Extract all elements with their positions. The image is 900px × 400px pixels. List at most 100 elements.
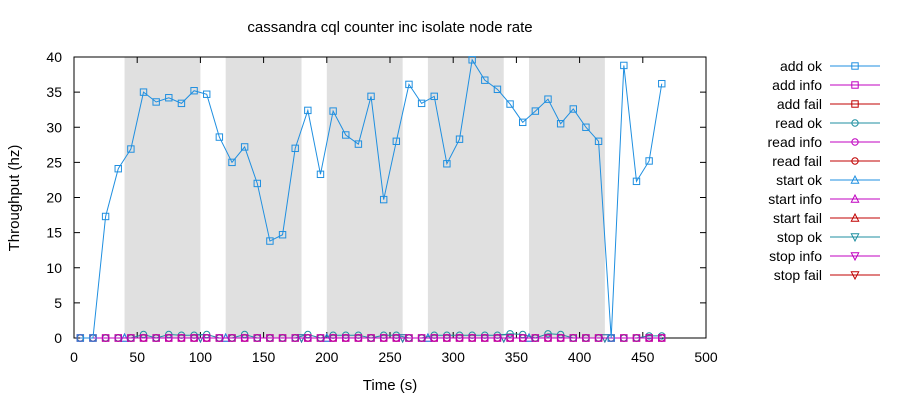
y-tick-label: 30 — [46, 119, 62, 135]
data-point-add-ok — [594, 137, 603, 146]
data-point-add-ok — [607, 334, 615, 342]
legend-label-add-info: add info — [772, 77, 822, 93]
y-tick-label: 10 — [46, 260, 62, 276]
legend-label-read-info: read info — [768, 134, 823, 150]
data-point-add-ok — [493, 85, 502, 94]
data-point-add-info — [291, 334, 299, 342]
legend-marker-stop-ok — [850, 233, 860, 243]
data-point-add-info — [101, 334, 110, 342]
legend-label-start-fail: start fail — [773, 210, 822, 226]
data-point-add-ok — [544, 95, 552, 103]
legend-label-read-ok: read ok — [775, 115, 823, 131]
data-point-add-info — [367, 334, 375, 342]
axis-ticks: 0 50 100 150 200 250 300 350 400 450 500 0 5 10 15 20 25… — [46, 49, 717, 365]
data-point-add-info — [582, 334, 590, 342]
data-point-add-ok — [342, 131, 350, 139]
y-tick-label: 5 — [54, 295, 62, 311]
data-point-add-info — [392, 334, 401, 342]
series-group — [76, 56, 666, 344]
data-point-add-ok — [455, 135, 464, 143]
data-point-add-info — [304, 334, 312, 342]
data-point-add-ok — [76, 334, 85, 342]
data-point-add-info — [278, 334, 287, 342]
legend-label-stop-fail: stop fail — [774, 267, 822, 283]
series-add-ok — [76, 56, 666, 342]
data-point-add-ok — [215, 133, 224, 141]
y-tick-label: 25 — [46, 154, 62, 170]
data-point-add-ok — [152, 98, 160, 106]
data-point-add-info — [569, 334, 577, 342]
data-point-add-info — [468, 334, 476, 342]
data-point-add-info — [632, 334, 641, 342]
data-point-add-ok — [430, 92, 438, 101]
series-add-info — [76, 334, 666, 342]
data-point-add-ok — [367, 92, 375, 101]
shaded-interval — [124, 57, 201, 338]
data-point-add-ok — [114, 164, 122, 173]
legend-marker-add-fail — [851, 100, 859, 108]
data-point-add-info — [620, 334, 628, 342]
shaded-interval — [225, 57, 302, 338]
y-tick-label: 40 — [46, 49, 62, 65]
data-point-add-ok — [253, 179, 261, 188]
legend-marker-start-fail — [850, 212, 860, 222]
legend-marker-add-ok — [851, 62, 859, 70]
data-point-read-ok — [506, 330, 514, 338]
x-tick-label: 50 — [129, 349, 145, 365]
data-point-add-info — [203, 334, 211, 342]
data-point-add-ok — [278, 231, 287, 239]
data-point-add-info — [165, 334, 173, 342]
data-point-add-ok — [417, 99, 426, 108]
data-point-add-ok — [177, 99, 186, 108]
data-point-add-ok — [392, 137, 401, 146]
legend-label-read-fail: read fail — [772, 153, 822, 169]
series-line-add-ok — [80, 58, 663, 339]
data-point-add-info — [266, 334, 274, 342]
legend-marker-read-ok — [851, 119, 859, 127]
data-point-add-info — [645, 334, 653, 342]
legend-label-add-ok: add ok — [780, 58, 823, 74]
data-point-add-ok — [316, 170, 325, 179]
data-point-add-info — [177, 334, 186, 342]
shaded-interval — [529, 57, 605, 338]
legend-marker-stop-info — [850, 252, 860, 262]
legend-label-start-ok: start ok — [776, 172, 823, 188]
y-tick-label: 0 — [54, 330, 62, 346]
data-point-add-info — [658, 334, 666, 342]
legend-label-stop-info: stop info — [769, 248, 822, 264]
data-point-add-ok — [519, 118, 527, 127]
data-point-add-info — [519, 334, 527, 342]
x-axis-label: Time (s) — [363, 377, 417, 394]
data-point-add-ok — [658, 79, 666, 88]
data-point-add-info — [329, 334, 337, 342]
legend-label-add-fail: add fail — [777, 96, 822, 112]
legend-marker-stop-fail — [850, 271, 860, 281]
legend-label-stop-ok: stop ok — [777, 229, 823, 245]
legend-marker-start-info — [850, 193, 860, 203]
data-point-add-ok — [468, 56, 476, 64]
data-point-add-info — [240, 334, 249, 342]
x-tick-label: 400 — [568, 349, 592, 365]
shaded-interval — [326, 57, 403, 338]
legend-marker-read-fail — [851, 157, 859, 165]
legend-marker-add-info — [851, 81, 859, 89]
data-point-add-info — [379, 334, 388, 342]
legend-marker-start-ok — [850, 174, 860, 184]
x-tick-label: 250 — [378, 349, 402, 365]
data-point-add-ok — [632, 177, 641, 186]
data-point-add-ok — [329, 107, 337, 115]
x-tick-label: 300 — [442, 349, 466, 365]
y-tick-label: 15 — [46, 225, 62, 241]
legend-label-start-info: start info — [768, 191, 822, 207]
data-point-add-ok — [405, 80, 413, 89]
data-point-add-ok — [481, 76, 489, 84]
x-tick-label: 150 — [252, 349, 276, 365]
data-point-add-ok — [101, 212, 110, 221]
x-tick-label: 200 — [315, 349, 339, 365]
data-point-add-info — [127, 334, 135, 342]
data-point-add-ok — [89, 334, 97, 342]
data-point-add-info — [594, 334, 603, 342]
data-point-add-ok — [304, 106, 312, 115]
data-point-add-info — [405, 334, 413, 342]
data-point-add-ok — [203, 90, 211, 98]
